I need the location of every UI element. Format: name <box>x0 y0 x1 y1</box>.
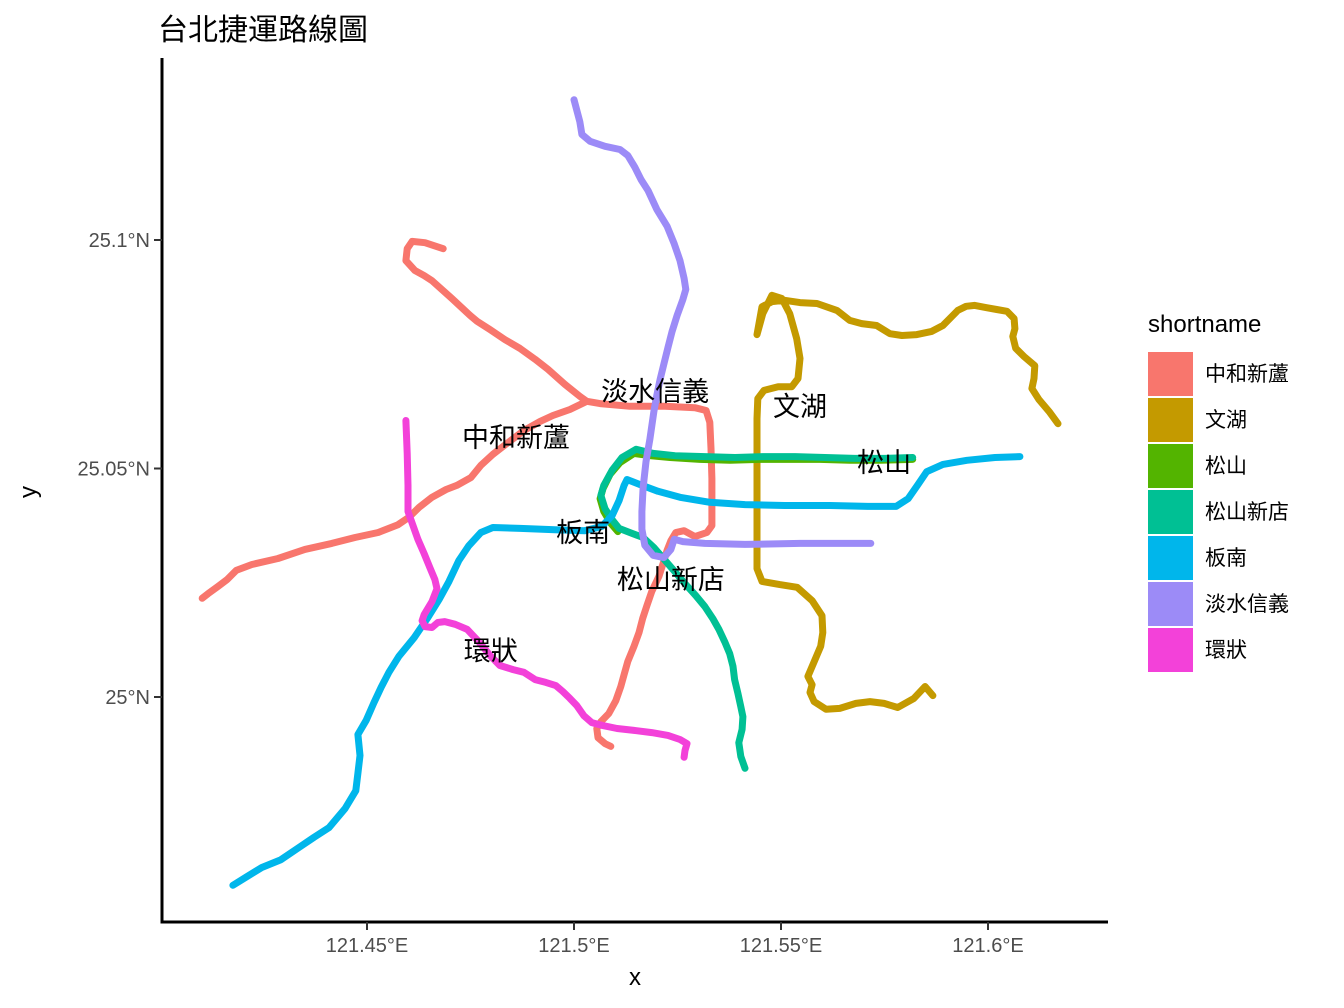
map-label-板南: 板南 <box>556 518 610 548</box>
y-tick-label: 25°N <box>105 687 150 709</box>
legend-item-label: 淡水信義 <box>1205 593 1289 616</box>
legend-key-swatch <box>1148 628 1193 672</box>
map-label-淡水信義: 淡水信義 <box>601 377 709 407</box>
metro-line-中和新蘆 <box>198 397 591 602</box>
map-label-中和新蘆: 中和新蘆 <box>462 423 570 453</box>
legend-item-label: 松山新店 <box>1205 501 1289 524</box>
legend-key-swatch <box>1148 444 1193 488</box>
y-tick-label: 25.1°N <box>89 230 150 252</box>
metro-line-環狀 <box>402 417 691 761</box>
legend-item-label: 松山 <box>1205 455 1247 478</box>
legend-item-label: 環狀 <box>1205 639 1247 662</box>
map-label-環狀: 環狀 <box>464 636 518 666</box>
page-title: 台北捷運路線圖 <box>158 14 368 47</box>
x-axis-title: x <box>629 964 641 991</box>
legend-key-swatch <box>1148 582 1193 626</box>
axis-ticks: 121.45°E 121.5°E 121.55°E 121.6°E 25.1°N 25.0… <box>78 230 1024 957</box>
line-name-labels: 淡水信義文湖中和新蘆松山板南松山新店環狀 <box>462 377 911 666</box>
y-axis-title: y <box>15 486 42 498</box>
legend-item-label: 文湖 <box>1205 409 1247 432</box>
metro-line-文湖 <box>753 291 1062 713</box>
metro-line-中和新蘆 <box>402 237 716 750</box>
map-label-文湖: 文湖 <box>773 392 827 422</box>
y-tick-label: 25.05°N <box>78 459 151 481</box>
legend-key-swatch <box>1148 490 1193 534</box>
map-label-松山: 松山 <box>857 448 911 478</box>
legend-key-swatch <box>1148 536 1193 580</box>
map-label-松山新店: 松山新店 <box>617 565 725 595</box>
x-tick-label: 121.55°E <box>740 935 823 957</box>
metro-line-淡水信義 <box>570 96 875 562</box>
x-tick-label: 121.6°E <box>952 935 1023 957</box>
legend-item-label: 板南 <box>1205 547 1247 570</box>
metro-line-板南 <box>229 453 1024 889</box>
metro-lines <box>198 96 1062 889</box>
legend-key-swatch <box>1148 352 1193 396</box>
x-tick-label: 121.45°E <box>326 935 409 957</box>
legend-title: shortname <box>1148 311 1261 338</box>
legend-item-label: 中和新蘆 <box>1205 363 1289 386</box>
x-tick-label: 121.5°E <box>538 935 609 957</box>
legend-key-swatch <box>1148 398 1193 442</box>
